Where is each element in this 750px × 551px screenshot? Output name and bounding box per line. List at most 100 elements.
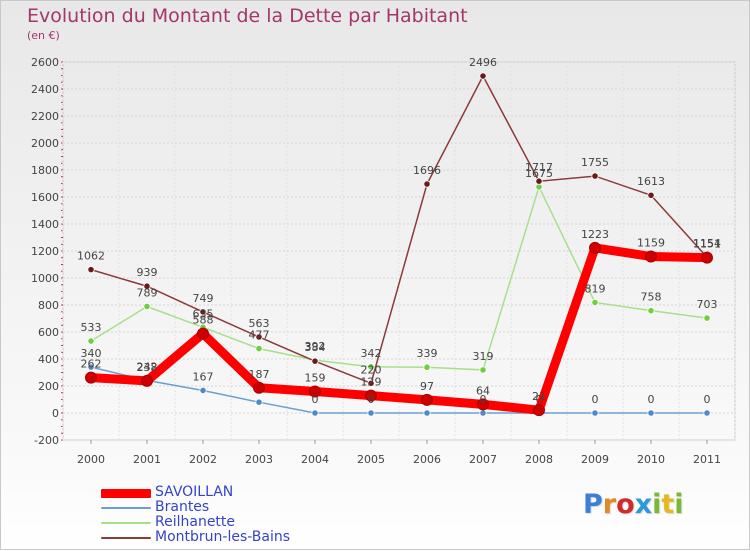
y-tick-label: 1200 [31, 245, 59, 258]
data-point [479, 409, 487, 417]
data-point [703, 314, 711, 322]
proxiti-logo: Proxiti [583, 489, 684, 520]
x-tick-label: 2006 [413, 453, 441, 466]
data-label: 0 [368, 393, 375, 406]
y-tick-label: 1400 [31, 218, 59, 231]
data-label: 588 [193, 314, 214, 327]
data-label: 749 [193, 292, 214, 305]
data-point [143, 302, 151, 311]
data-point [701, 251, 713, 264]
data-label: 1696 [413, 164, 441, 177]
data-point [589, 241, 601, 254]
y-tick-label: 1800 [31, 164, 59, 177]
data-label: 238 [137, 361, 158, 374]
data-point [367, 363, 375, 371]
data-label: 262 [81, 358, 102, 371]
legend-swatch [101, 489, 151, 498]
data-label: 339 [417, 347, 438, 360]
x-tick-label: 2002 [189, 453, 217, 466]
data-label: 1154 [693, 237, 721, 250]
data-point [423, 180, 431, 188]
y-tick-label: 400 [38, 353, 59, 366]
x-tick-label: 2011 [693, 453, 721, 466]
data-point [85, 371, 97, 384]
data-label: 0 [536, 393, 543, 406]
data-label: 242 [137, 360, 158, 373]
data-point [647, 191, 655, 199]
x-tick-label: 2001 [133, 453, 161, 466]
data-point [199, 308, 207, 316]
x-tick-label: 2005 [357, 453, 385, 466]
y-tick-label: 2400 [31, 83, 59, 96]
data-point [255, 398, 263, 406]
data-label: 0 [592, 393, 599, 406]
data-point [87, 266, 95, 274]
data-point [311, 357, 319, 365]
y-tick-label: -200 [34, 434, 59, 447]
data-label: 0 [480, 393, 487, 406]
data-point [199, 386, 207, 395]
data-label: 1151 [693, 238, 721, 251]
data-point [311, 409, 319, 417]
chart-subtitle: (en €) [27, 29, 60, 42]
chart-title: Evolution du Montant de la Dette par Hab… [27, 5, 468, 27]
y-tick-label: 200 [38, 380, 59, 393]
data-label: 21 [532, 390, 546, 403]
data-point [367, 409, 375, 417]
legend-label: SAVOILLAN [155, 484, 234, 500]
x-tick-label: 2010 [637, 453, 665, 466]
data-point [479, 72, 487, 80]
data-point [255, 345, 263, 353]
data-label: 819 [585, 282, 606, 295]
data-label: 2496 [469, 56, 497, 69]
data-label: 1159 [637, 237, 665, 250]
x-tick-label: 2008 [525, 453, 553, 466]
data-point [141, 374, 153, 387]
data-point [423, 409, 431, 417]
data-label: 477 [249, 329, 270, 342]
x-tick-label: 2004 [301, 453, 329, 466]
data-point [535, 177, 543, 185]
data-point [703, 409, 711, 417]
data-point [309, 385, 321, 398]
data-point [591, 298, 599, 307]
data-label: 97 [420, 380, 434, 393]
x-tick-label: 2009 [581, 453, 609, 466]
data-point [367, 379, 375, 387]
legend-label: Montbrun-les-Bains [155, 529, 291, 545]
data-point [423, 363, 431, 371]
data-point [253, 381, 265, 394]
data-label: 159 [305, 372, 326, 385]
x-tick-label: 2000 [77, 453, 105, 466]
legend-swatch [101, 522, 151, 524]
data-label: 1755 [581, 156, 609, 169]
x-tick-label: 2003 [245, 453, 273, 466]
data-label: 1223 [581, 228, 609, 241]
logo-letter: i [652, 489, 662, 520]
data-label: 384 [305, 341, 326, 354]
data-point [365, 389, 377, 402]
data-label: 1062 [77, 250, 105, 263]
data-label: 1613 [637, 175, 665, 188]
data-label: 187 [249, 368, 270, 381]
data-point [255, 333, 263, 341]
data-label: 64 [476, 384, 490, 397]
data-point [591, 172, 599, 180]
y-tick-label: 2600 [31, 56, 59, 69]
logo-letter: x [634, 489, 653, 520]
data-label: 635 [193, 307, 214, 320]
y-tick-label: 0 [52, 407, 59, 420]
data-point [143, 282, 151, 290]
data-point [645, 250, 657, 263]
data-point [591, 409, 599, 417]
y-tick-label: 800 [38, 299, 59, 312]
data-label: 1675 [525, 167, 553, 180]
data-label: 533 [81, 321, 102, 334]
data-label: 340 [81, 347, 102, 360]
data-point [647, 409, 655, 417]
data-label: 167 [193, 370, 214, 383]
data-label: 342 [361, 347, 382, 360]
data-label: 0 [648, 393, 655, 406]
